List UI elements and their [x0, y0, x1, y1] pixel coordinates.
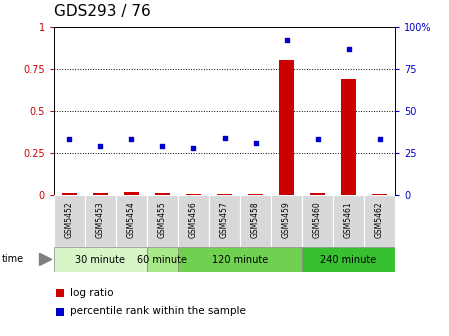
Text: 240 minute: 240 minute — [321, 255, 377, 264]
Point — [159, 143, 166, 149]
Text: GSM5460: GSM5460 — [313, 202, 322, 238]
Bar — [178, 247, 302, 272]
Bar — [123, 192, 139, 195]
Bar — [364, 195, 395, 247]
Text: GSM5454: GSM5454 — [127, 202, 136, 238]
Bar — [310, 193, 326, 195]
Text: 60 minute: 60 minute — [137, 255, 187, 264]
Text: GSM5452: GSM5452 — [65, 202, 74, 238]
Point — [314, 137, 321, 142]
Bar — [54, 247, 147, 272]
Point — [345, 46, 352, 51]
Bar — [155, 193, 170, 195]
Bar — [147, 247, 178, 272]
Text: 120 minute: 120 minute — [212, 255, 268, 264]
Point — [221, 135, 228, 140]
Bar — [248, 194, 263, 195]
Bar — [341, 79, 357, 195]
Text: log ratio: log ratio — [70, 288, 113, 298]
Bar — [54, 195, 85, 247]
Bar — [186, 194, 201, 195]
Text: percentile rank within the sample: percentile rank within the sample — [70, 306, 246, 317]
Bar — [92, 193, 108, 195]
Bar — [271, 195, 302, 247]
Text: GSM5462: GSM5462 — [375, 202, 384, 238]
Point — [128, 137, 135, 142]
Bar — [372, 194, 387, 195]
Bar — [302, 247, 395, 272]
Point — [190, 145, 197, 151]
Bar — [279, 60, 294, 195]
Bar — [240, 195, 271, 247]
Point — [376, 137, 383, 142]
Bar — [85, 195, 116, 247]
Bar — [147, 195, 178, 247]
Text: GSM5459: GSM5459 — [282, 202, 291, 238]
Bar — [62, 193, 77, 195]
Bar — [178, 195, 209, 247]
Text: GSM5461: GSM5461 — [344, 202, 353, 238]
Bar — [302, 195, 333, 247]
Bar — [116, 195, 147, 247]
Bar — [333, 195, 364, 247]
Point — [252, 140, 259, 145]
Text: 30 minute: 30 minute — [75, 255, 125, 264]
Text: GDS293 / 76: GDS293 / 76 — [54, 4, 150, 19]
Text: GSM5457: GSM5457 — [220, 202, 229, 238]
Text: GSM5456: GSM5456 — [189, 202, 198, 238]
Bar — [217, 194, 232, 195]
Text: GSM5458: GSM5458 — [251, 202, 260, 238]
Point — [66, 137, 73, 142]
Text: GSM5453: GSM5453 — [96, 202, 105, 238]
Text: GSM5455: GSM5455 — [158, 202, 167, 238]
Text: time: time — [2, 254, 24, 264]
Point — [97, 143, 104, 149]
Bar — [209, 195, 240, 247]
Point — [283, 38, 290, 43]
